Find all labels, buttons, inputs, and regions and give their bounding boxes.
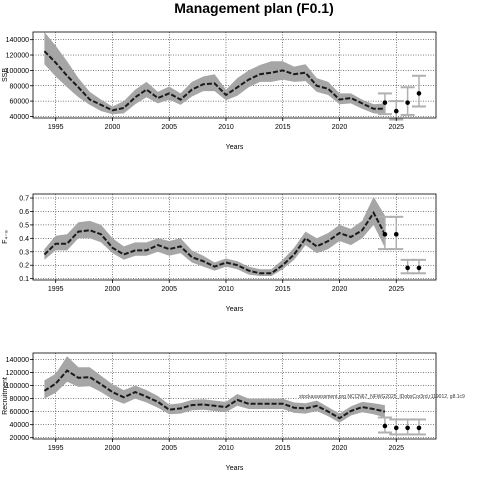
x-tick-label: 1995 <box>48 124 64 131</box>
plot-frame <box>32 31 437 119</box>
y-tick-label: 0.3 <box>19 249 29 256</box>
y-tick-label: 60000 <box>10 409 30 416</box>
y-tick-label: 0.1 <box>19 276 29 283</box>
x-tick-label: 2020 <box>332 124 348 131</box>
panel-ssb: 1995 2000 2005 2010 2015 2020 2025 40000 60000 80… <box>2 31 437 151</box>
x-tick-label: 2010 <box>218 445 234 452</box>
x-tick-label: 2000 <box>105 124 121 131</box>
plot-frame <box>32 193 437 281</box>
x-tick-label: 2025 <box>388 286 404 293</box>
projection-point <box>382 100 388 105</box>
y-tick-label: 0.5 <box>19 222 29 229</box>
x-tick-label: 1995 <box>48 445 64 452</box>
y-tick-label: 120000 <box>6 370 29 377</box>
projection-point <box>393 108 399 114</box>
y-tick-label: 0.7 <box>19 196 29 203</box>
projection-point <box>382 232 388 237</box>
confidence-band <box>44 356 385 423</box>
y-tick-label: 0.6 <box>19 209 29 216</box>
y-axis-label: Recruitment <box>2 377 9 415</box>
x-tick-label: 2020 <box>332 286 348 293</box>
source-annotation: stockassessment.org NCCN67_NFWG2025_IDob… <box>299 394 465 400</box>
projection-point <box>416 265 422 271</box>
plot-frame <box>32 352 437 440</box>
x-tick-label: 2015 <box>275 445 291 452</box>
estimate-line <box>43 369 386 420</box>
panel-fishing-mortality: 1995 2000 2005 2010 2015 2020 2025 0.1 0.2 0.3 0.4… <box>2 193 437 313</box>
x-axis-label: Years <box>226 465 244 472</box>
projection-point <box>405 100 410 105</box>
projection-point <box>393 425 399 431</box>
estimate-line <box>43 210 386 275</box>
panel-recruitment: 1995 2000 2005 2010 2015 2020 2025 20000 40000 60… <box>2 352 465 472</box>
y-tick-label: 100000 <box>6 68 29 75</box>
y-tick-label: 40000 <box>10 422 30 429</box>
estimate-line <box>43 50 385 112</box>
x-tick-label: 2005 <box>161 445 177 452</box>
y-tick-label: 0.4 <box>19 236 29 243</box>
x-tick-label: 2025 <box>388 445 404 452</box>
y-tick-label: 140000 <box>6 37 29 44</box>
x-tick-label: 2010 <box>218 286 234 293</box>
y-tick-label: 0.2 <box>19 263 29 270</box>
y-tick-label: 80000 <box>10 83 30 90</box>
figure-title: Management plan (F0.1) <box>174 0 333 16</box>
x-axis-label: Years <box>226 144 244 151</box>
x-tick-label: 2020 <box>332 445 348 452</box>
projection-point <box>405 425 410 431</box>
x-tick-label: 2005 <box>161 124 177 131</box>
confidence-band <box>44 196 385 276</box>
x-tick-label: 2025 <box>388 124 404 131</box>
x-tick-label: 2000 <box>105 445 121 452</box>
y-tick-label: 120000 <box>6 53 29 60</box>
x-tick-label: 2015 <box>275 286 291 293</box>
y-tick-label: 80000 <box>10 396 30 403</box>
x-tick-label: 2005 <box>161 286 177 293</box>
y-axis-label: SSB <box>2 68 9 82</box>
projection-point <box>416 425 422 431</box>
y-axis-label: F₄₋₈ <box>2 230 9 244</box>
y-tick-label: 60000 <box>10 99 30 106</box>
projection-point <box>416 91 422 96</box>
y-tick-label: 40000 <box>10 114 30 121</box>
y-tick-label: 140000 <box>6 357 29 364</box>
x-tick-label: 2000 <box>105 286 121 293</box>
projection-point <box>405 265 410 271</box>
projection-point <box>393 232 399 237</box>
x-tick-label: 1995 <box>48 286 64 293</box>
x-tick-label: 2015 <box>275 124 291 131</box>
y-tick-label: 20000 <box>10 435 30 442</box>
y-tick-label: 100000 <box>6 383 29 390</box>
x-tick-label: 2010 <box>218 124 234 131</box>
projection-point <box>382 423 388 429</box>
x-axis-label: Years <box>226 306 244 313</box>
